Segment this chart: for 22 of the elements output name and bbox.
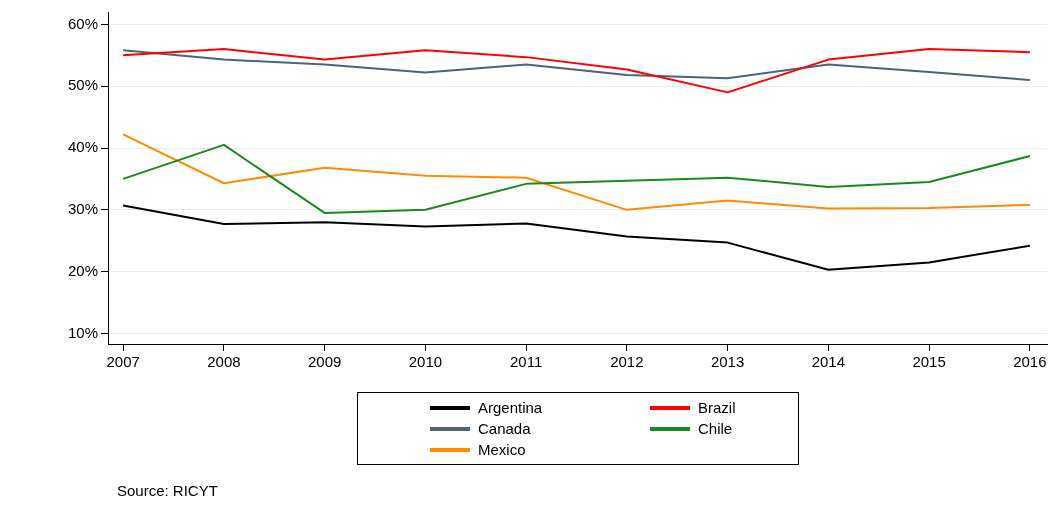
y-tick-label: 60%	[67, 14, 99, 32]
x-tick-label: 2008	[207, 353, 241, 371]
y-tick-label: 40%	[67, 138, 99, 156]
y-tick-label: 30%	[67, 199, 99, 217]
legend-label: Chile	[698, 420, 733, 437]
source-note: Source: RICYT	[117, 482, 218, 499]
x-tick-label: 2011	[510, 353, 543, 371]
y-tick-label: 50%	[67, 76, 99, 94]
x-tick-label: 2012	[610, 353, 644, 371]
x-tick-label: 2007	[106, 353, 140, 371]
legend-label: Mexico	[478, 441, 526, 458]
y-tick-label: 10%	[67, 323, 99, 341]
x-tick-label: 2009	[307, 353, 342, 371]
legend-label: Canada	[478, 420, 531, 437]
x-tick-label: 2016	[1013, 353, 1047, 371]
x-tick-label: 2013	[710, 353, 745, 371]
legend-label: Argentina	[478, 399, 543, 416]
x-tick-label: 2014	[811, 353, 846, 371]
legend-label: Brazil	[698, 399, 736, 416]
y-tick-label: 20%	[67, 261, 99, 279]
x-tick-label: 2015	[912, 353, 946, 371]
x-tick-label: 2010	[408, 353, 443, 371]
